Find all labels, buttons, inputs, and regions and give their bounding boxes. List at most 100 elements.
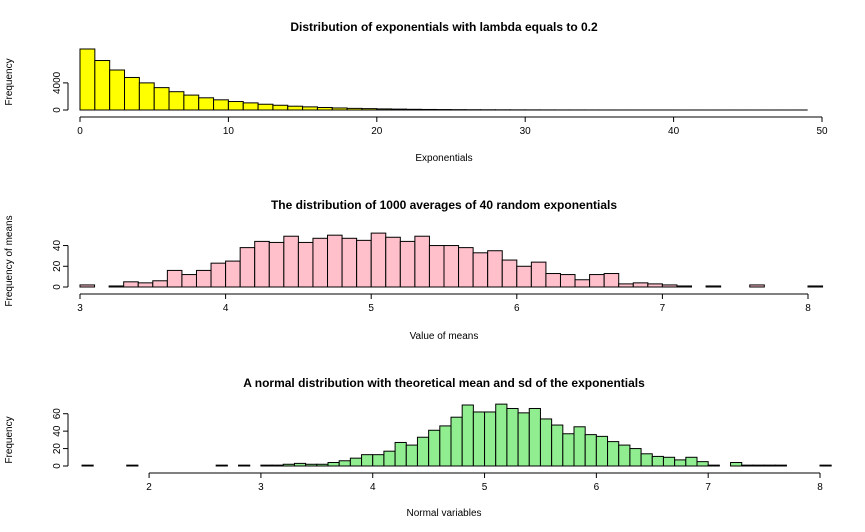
y-tick-label: 4000 [52, 71, 63, 94]
histogram-bar [376, 108, 393, 111]
histogram-bar [749, 284, 765, 288]
histogram-bar [584, 434, 597, 467]
histogram-bar [123, 281, 139, 288]
histogram-bar [293, 462, 307, 467]
histogram-bar [539, 418, 553, 467]
histogram-bar [707, 464, 720, 467]
x-tick-label: 30 [520, 126, 532, 137]
chart-3-bars [81, 403, 832, 467]
histogram-bar [662, 456, 676, 467]
histogram-bar [443, 245, 460, 288]
x-tick-label: 20 [371, 126, 383, 137]
histogram-bar [405, 108, 422, 111]
histogram-bar [394, 441, 407, 467]
histogram-bar [472, 411, 486, 467]
y-tick-label: 0 [52, 107, 63, 113]
histogram-bar [370, 232, 387, 288]
histogram-bar [416, 436, 430, 467]
histogram-bar [807, 285, 824, 288]
histogram-bar [461, 404, 474, 467]
x-tick-label: 6 [594, 482, 600, 493]
histogram-bar [506, 407, 519, 467]
chart-1-x-label: Exponentials [415, 153, 472, 164]
histogram-bar [730, 462, 743, 467]
x-tick-label: 6 [514, 303, 520, 314]
histogram-bar [458, 247, 474, 288]
chart-2-title: The distribution of 1000 averages of 40 … [271, 198, 617, 212]
histogram-bar [238, 464, 251, 467]
histogram-bar [138, 82, 155, 111]
chart-2-y-label: Frequency of means [4, 215, 15, 306]
chart-1-y-label: Frequency [4, 58, 15, 105]
histogram-bar [528, 407, 541, 467]
histogram-bar [819, 464, 832, 467]
x-tick-label: 4 [223, 303, 229, 314]
histogram-bar [551, 424, 564, 467]
histogram-bar [618, 283, 634, 288]
histogram-bar [484, 411, 497, 467]
histogram-bar [305, 463, 318, 467]
histogram-bar [439, 425, 452, 467]
histogram-bar [629, 448, 642, 467]
histogram-bar [349, 457, 363, 467]
histogram-bar [651, 455, 664, 467]
histogram-bar [530, 261, 547, 288]
histogram-bar [124, 76, 140, 111]
histogram-bar [517, 412, 530, 467]
histogram-bar [361, 454, 374, 467]
histogram-bar [685, 456, 698, 467]
histogram-bar [227, 101, 244, 111]
y-tick-label: 0 [52, 463, 63, 469]
x-tick-label: 3 [258, 482, 264, 493]
x-tick-label: 3 [77, 303, 83, 314]
y-tick-label: 40 [52, 240, 63, 252]
y-tick-label: 40 [52, 425, 63, 437]
histogram-bar [705, 285, 722, 288]
x-tick-label: 50 [816, 126, 828, 137]
chart-3-y-ticks: 0 20 40 60 [52, 408, 68, 469]
histogram-bar [268, 241, 285, 288]
histogram-bar [181, 274, 197, 288]
histogram-bar [327, 462, 340, 467]
x-tick-label: 2 [146, 482, 152, 493]
histogram-bar [137, 282, 154, 288]
y-tick-label: 20 [52, 260, 63, 272]
histogram-bar [109, 69, 126, 111]
histogram-bar [356, 239, 372, 288]
histogram-bar [640, 453, 653, 467]
histogram-bar [405, 444, 418, 467]
histogram-bar [153, 87, 170, 111]
histogram-bar [94, 60, 111, 111]
x-tick-label: 7 [705, 482, 711, 493]
x-tick-label: 4 [370, 482, 376, 493]
histogram-bar [316, 106, 333, 111]
histogram-bar [225, 260, 241, 288]
chart-1-x-ticks: 0 10 20 30 40 50 [77, 117, 828, 137]
histogram-bar [302, 106, 318, 111]
histogram-bar [361, 108, 378, 111]
histogram-bar [287, 105, 304, 111]
histogram-bar [198, 97, 215, 111]
histogram-bar [399, 240, 416, 288]
histogram-bar [316, 463, 329, 467]
histogram-bar [79, 48, 96, 111]
histogram-bar [283, 235, 299, 288]
histogram-bar [271, 464, 284, 467]
histogram-bar [603, 273, 620, 288]
histogram-bar [545, 273, 561, 288]
x-tick-label: 5 [368, 303, 374, 314]
chart-1-title: Distribution of exponentials with lambda… [290, 20, 598, 34]
y-tick-label: 60 [52, 408, 63, 420]
histogram-bar [183, 94, 200, 111]
chart-2-bars [79, 232, 824, 288]
histogram-bar [450, 416, 463, 467]
histogram-bar [562, 433, 575, 467]
chart-3-x-label: Normal variables [406, 508, 481, 519]
histogram-bar [257, 103, 274, 111]
chart-2-x-label: Value of means [410, 331, 479, 342]
histogram-bar [213, 99, 229, 111]
histogram-bar [696, 461, 709, 467]
histogram-bar [661, 284, 678, 288]
histogram-bar [589, 274, 605, 288]
